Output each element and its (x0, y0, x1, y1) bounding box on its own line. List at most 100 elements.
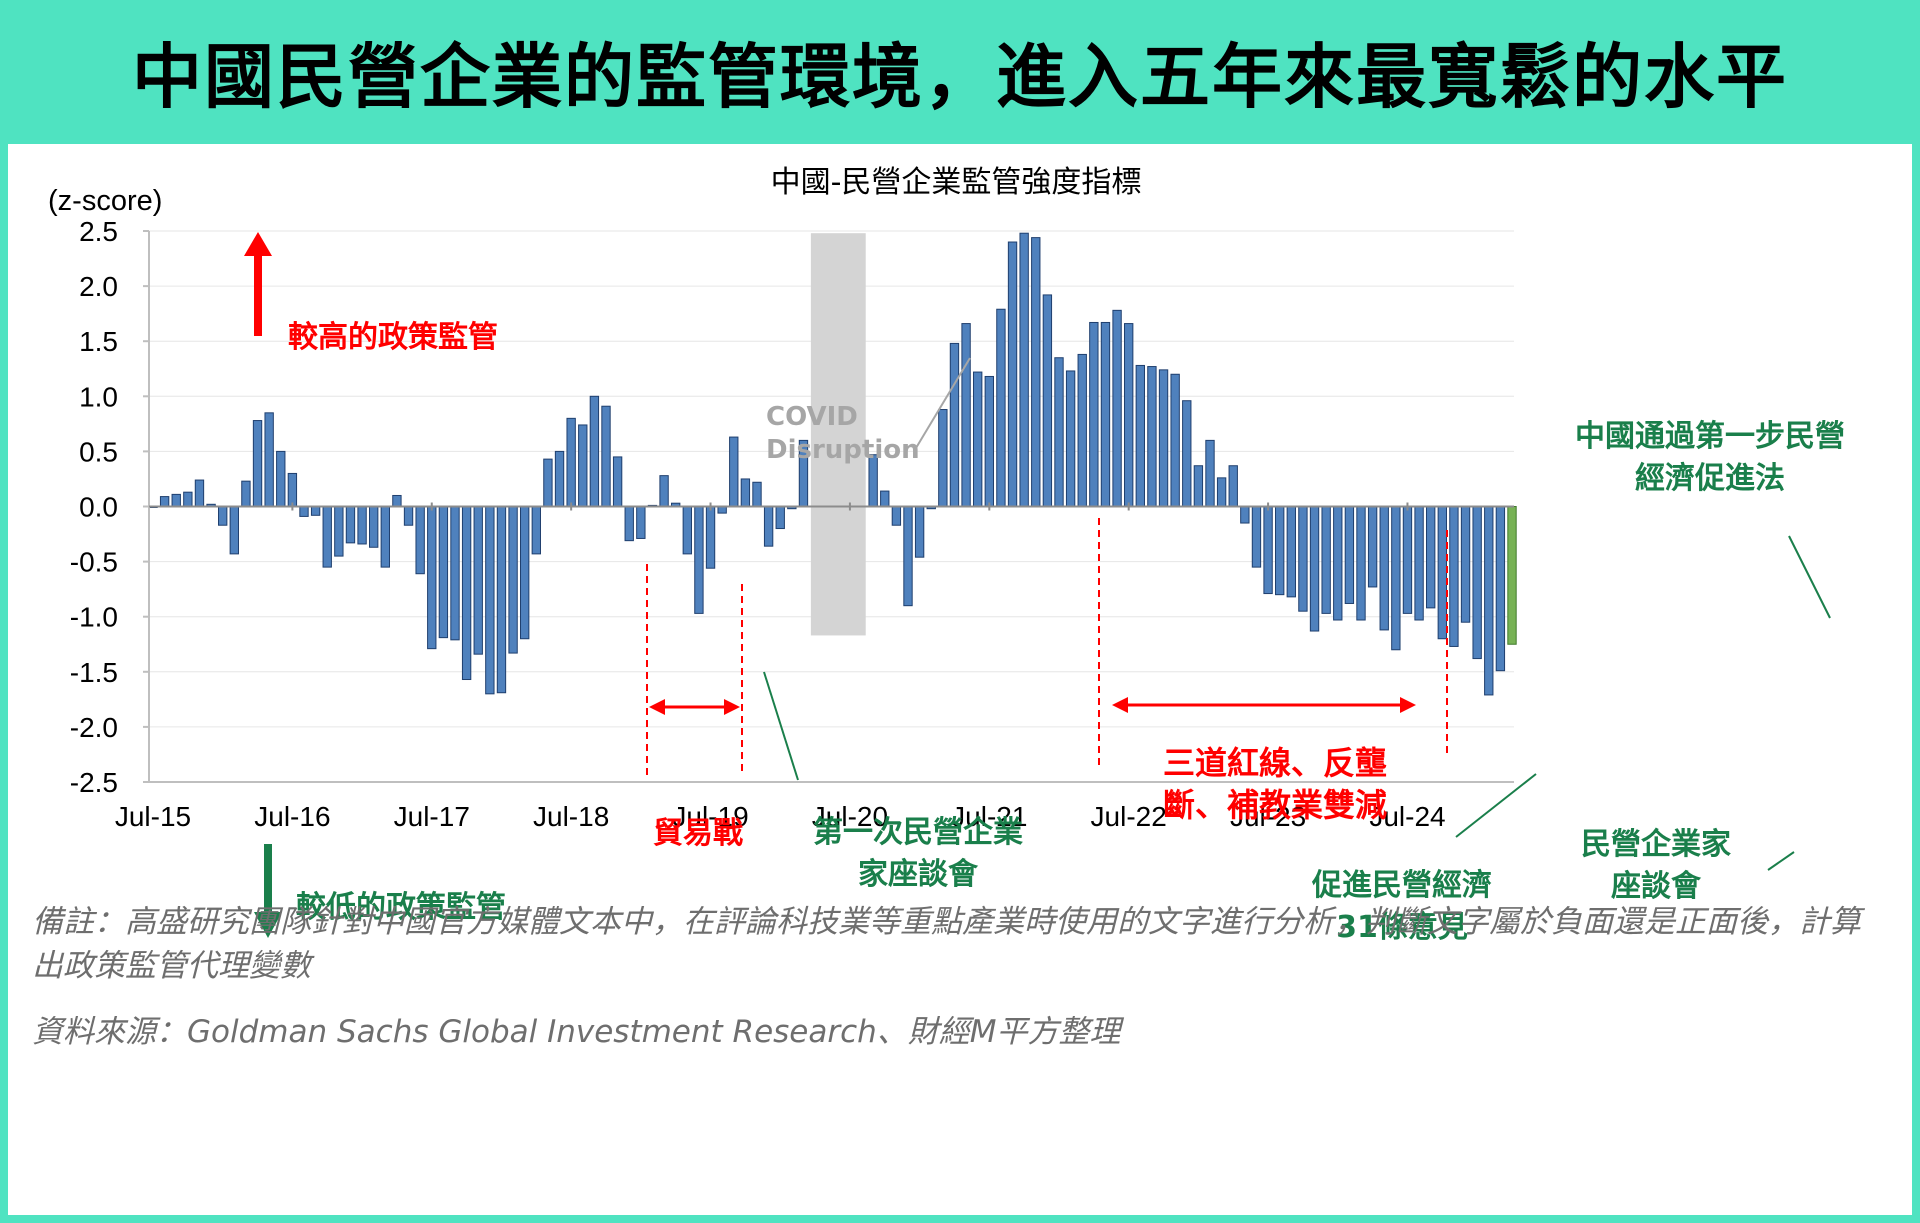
x-tick-label: Jul-21 (951, 801, 1027, 832)
bar (1309, 506, 1320, 632)
law-leader (1788, 535, 1831, 619)
bar (1367, 506, 1378, 588)
bar (345, 506, 356, 544)
x-tick-label: Jul-24 (1369, 801, 1445, 832)
annotation-symposium-1-line1: 第一次民營企業 (813, 815, 1023, 850)
bar (1135, 364, 1145, 507)
bar (740, 478, 751, 508)
bar (1263, 506, 1273, 595)
bar (1286, 506, 1296, 598)
bar (473, 506, 483, 655)
bar (1321, 506, 1331, 614)
bar (241, 480, 251, 507)
bar (1356, 506, 1366, 621)
bar (914, 506, 925, 558)
y-tick-label: 2.5 (79, 216, 118, 247)
bar (973, 371, 983, 507)
source-note: 資料來源：Goldman Sachs Global Investment Res… (32, 1014, 1121, 1050)
bar (1426, 506, 1436, 609)
bar (1240, 506, 1250, 524)
bar (1193, 465, 1204, 508)
covid-shaded-band (810, 233, 866, 636)
x-tick-label: Jul-19 (672, 801, 748, 832)
x-tick-label: Jul-15 (115, 801, 191, 832)
bar (403, 506, 414, 526)
bar (543, 458, 553, 508)
bar (1333, 506, 1343, 621)
x-tick-label: Jul-17 (394, 801, 470, 832)
bar (752, 481, 762, 508)
covid-shading (810, 233, 866, 636)
y-tick-label: -2.5 (70, 767, 118, 798)
bar (1472, 506, 1482, 660)
annotation-red-lines-line1: 三道紅線、反壟 (1163, 744, 1387, 782)
x-tick-label: Jul-20 (812, 801, 888, 832)
bar (1031, 237, 1041, 507)
bar (392, 494, 402, 508)
trade-war-arrow-left-head (649, 699, 665, 715)
y-tick-labels: 2.5 2.0 1.5 1.0 0.5 0.0 -0.5 -1.0 -1.5 -2.0 -2.5 (70, 216, 118, 798)
annotation-high: 較高的政策監管 (288, 320, 498, 355)
bar (1054, 357, 1064, 507)
bar (357, 506, 367, 545)
y-tick-label: 0.0 (79, 492, 118, 523)
red-lines-arrow-left-head (1112, 697, 1128, 713)
bar (1182, 400, 1192, 508)
page-title: 中國民營企業的監管環境，進入五年來最寬鬆的水平 (132, 35, 1788, 118)
bar (1007, 241, 1018, 508)
bar (566, 417, 576, 507)
bar-chart: 2.5 2.0 1.5 1.0 0.5 0.0 -0.5 -1.0 -1.5 -2.0 -2.5 J… (48, 165, 1845, 945)
up-arrow-shaft (254, 254, 262, 336)
bar (763, 506, 774, 547)
bar (578, 424, 588, 507)
bar (496, 506, 507, 694)
bar (1112, 309, 1122, 507)
bar (1251, 506, 1262, 568)
annotation-low: 較低的政策監管 (296, 890, 506, 925)
annotation-covid-line1: COVID (766, 402, 858, 432)
bar (1124, 323, 1134, 507)
x-tick-labels: Jul-15 Jul-16 Jul-17 Jul-18 Jul-19 Jul-20 Jul-… (115, 801, 1446, 832)
annotation-law-line1: 中國通過第一步民營 (1575, 419, 1845, 454)
bar (369, 506, 379, 548)
bar (1065, 370, 1076, 507)
bar (612, 456, 623, 508)
y-tick-label: 1.5 (79, 326, 118, 357)
bar (461, 506, 472, 681)
x-tick-label: Jul-23 (1230, 801, 1306, 832)
bar (264, 412, 274, 507)
bar (229, 506, 239, 555)
symposium2-leader (1767, 851, 1795, 871)
annotation-opinions-line1: 促進民營經濟 (1311, 868, 1492, 903)
bar (624, 506, 634, 542)
bar (252, 420, 263, 508)
bar (1158, 369, 1169, 507)
y-axis-label: (z-score) (48, 185, 162, 217)
bar (276, 450, 286, 507)
bar (159, 496, 170, 508)
bar (438, 506, 449, 639)
chart-title: 中國-民營企業監管強度指標 (771, 165, 1142, 200)
bar (891, 506, 902, 526)
down-arrow-shaft (264, 844, 272, 916)
bar (415, 506, 425, 575)
annotation-covid-line2: Disruption (766, 435, 920, 465)
bar (880, 490, 890, 507)
y-tick-label: -0.5 (70, 547, 118, 578)
bar (554, 450, 565, 507)
bar (520, 506, 530, 640)
bar (659, 475, 669, 508)
bar (287, 472, 298, 508)
bar (334, 506, 344, 557)
up-arrow-head (244, 232, 272, 256)
bar (1495, 506, 1506, 672)
x-tick-label: Jul-18 (533, 801, 609, 832)
bar (705, 506, 716, 569)
bar (380, 506, 390, 568)
bar (1205, 439, 1215, 508)
covid-leader (915, 357, 971, 449)
annotation-symposium-1-line2: 家座談會 (858, 857, 979, 892)
y-tick-label: 2.0 (79, 271, 118, 302)
annotation-red-lines-line2: 斷、補教業雙減 (1163, 786, 1387, 824)
bar (427, 506, 437, 650)
